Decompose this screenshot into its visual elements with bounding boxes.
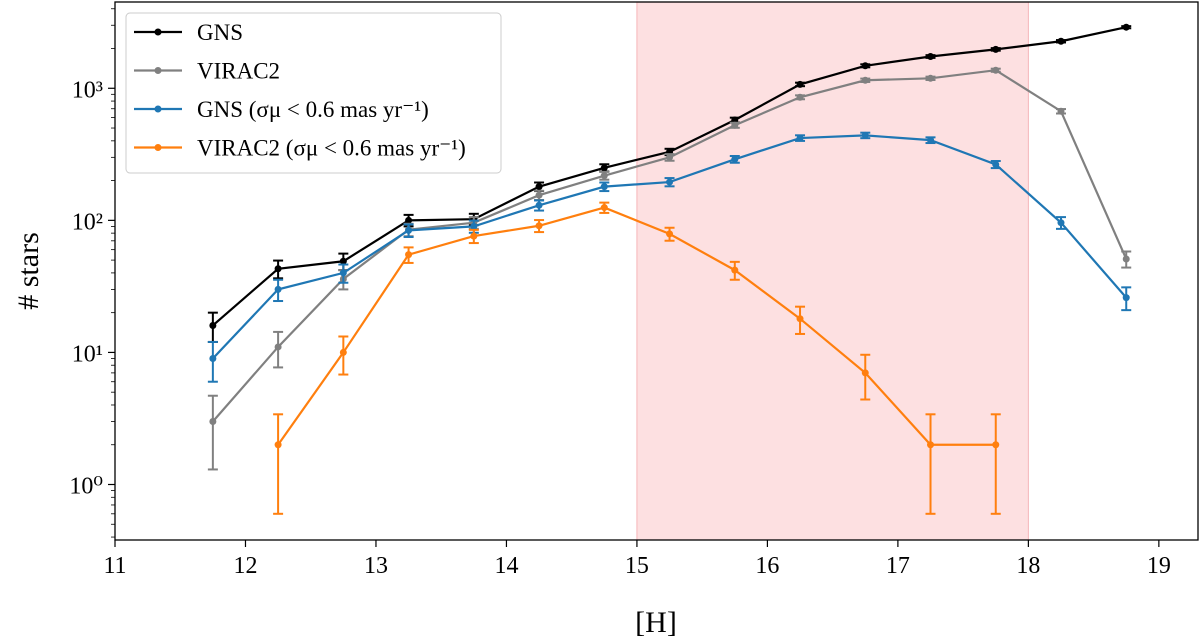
data-point [731, 121, 739, 129]
shaded-region [636, 1, 1029, 541]
data-point [209, 417, 217, 425]
series-line [277, 206, 996, 446]
data-point [339, 269, 347, 277]
data-point [274, 441, 282, 449]
x-axis: 11 12 13 14 15 16 17 18 19 [103, 540, 1171, 579]
y-tick-label: 10⁰ [69, 473, 103, 499]
data-point [1122, 294, 1130, 302]
data-point [600, 172, 608, 180]
data-point [861, 76, 869, 84]
data-point [666, 153, 674, 161]
data-point [470, 222, 478, 230]
x-tick-label: 15 [625, 553, 649, 579]
legend-box [125, 12, 502, 174]
data-point [927, 441, 935, 449]
y-axis: 10⁰ 10¹ 10² 10³ [69, 8, 115, 538]
y-tick-label: 10² [72, 209, 103, 235]
data-point [1122, 255, 1130, 263]
x-tick-label: 19 [1147, 553, 1171, 579]
data-point [927, 53, 935, 61]
series-3 [273, 201, 1001, 515]
data-point [209, 321, 217, 329]
data-point [339, 257, 347, 265]
legend-swatch-marker [154, 144, 162, 151]
x-tick-label: 13 [364, 553, 388, 579]
data-point [796, 80, 804, 88]
legend-entry-label: GNS [197, 20, 243, 45]
data-point [927, 74, 935, 82]
data-point [600, 204, 608, 212]
data-point [796, 315, 804, 323]
data-point [535, 183, 543, 191]
data-point [535, 191, 543, 199]
x-tick-label: 11 [103, 553, 126, 579]
data-point [405, 226, 413, 234]
legend-entry-label: VIRAC2 (σμ < 0.6 mas yr⁻¹) [197, 136, 466, 161]
data-point [600, 164, 608, 172]
x-tick-label: 14 [494, 553, 518, 579]
x-axis-label: [H] [635, 606, 677, 639]
data-point [535, 222, 543, 230]
data-point [1122, 23, 1130, 31]
data-point [992, 45, 1000, 53]
data-point [992, 66, 1000, 74]
data-point [927, 136, 935, 144]
plot-frame [114, 1, 1199, 541]
y-tick-label: 10¹ [72, 341, 103, 367]
x-tick-label: 18 [1016, 553, 1040, 579]
data-point [274, 265, 282, 273]
data-point [731, 266, 739, 274]
shaded-band [636, 1, 1029, 541]
series-2 [207, 131, 1132, 383]
data-point [1057, 219, 1065, 227]
data-point [992, 441, 1000, 449]
data-point [470, 232, 478, 240]
data-point [535, 201, 543, 209]
legend-entry-label: VIRAC2 [197, 59, 280, 84]
x-tick-label: 17 [886, 553, 910, 579]
data-point [731, 116, 739, 124]
series-group [207, 23, 1132, 515]
data-point [992, 160, 1000, 168]
data-point [796, 134, 804, 142]
data-point [274, 285, 282, 293]
data-point [666, 230, 674, 238]
data-point [209, 354, 217, 362]
data-point [796, 93, 804, 101]
x-tick-label: 16 [755, 553, 779, 579]
data-point [1057, 37, 1065, 45]
legend-entry-label: GNS (σμ < 0.6 mas yr⁻¹) [197, 97, 429, 122]
data-point [861, 131, 869, 139]
data-point [405, 251, 413, 259]
legend-swatch-marker [154, 28, 162, 36]
data-point [600, 183, 608, 191]
data-point [861, 62, 869, 70]
data-point [339, 348, 347, 356]
legend-swatch-marker [154, 67, 162, 74]
data-point [274, 343, 282, 351]
y-tick-label: 10³ [72, 77, 103, 103]
x-tick-label: 12 [233, 553, 257, 579]
data-point [861, 369, 869, 377]
legend-swatch-marker [154, 105, 162, 113]
legend: GNS VIRAC2 GNS (σμ < 0.6 mas yr⁻¹) VIRAC2 (… [125, 12, 502, 174]
y-axis-label: # stars [12, 232, 45, 310]
data-point [1057, 107, 1065, 115]
data-point [666, 178, 674, 186]
data-point [731, 155, 739, 163]
data-point [405, 216, 413, 224]
